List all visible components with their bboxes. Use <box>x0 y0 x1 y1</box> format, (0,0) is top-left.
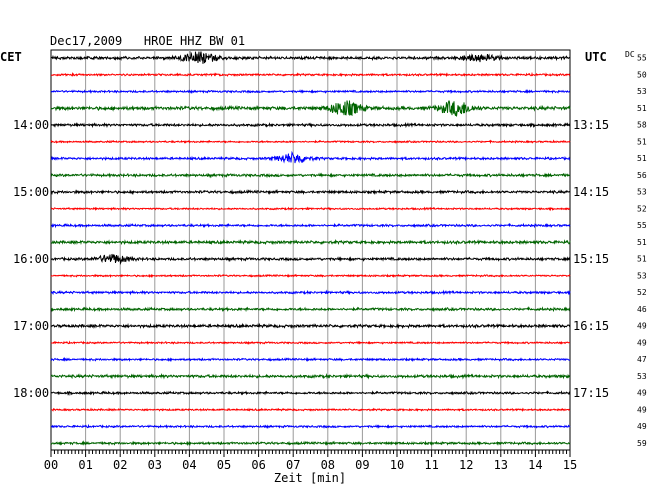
x-tick-label: 09 <box>355 458 369 472</box>
dc-column-label: DC <box>625 50 635 59</box>
right-time-label: 14:15 <box>573 185 609 199</box>
trace-line <box>50 99 571 117</box>
left-time-label: 17:00 <box>13 319 49 333</box>
dc-value: 53 <box>637 87 647 96</box>
trace-line <box>50 50 571 64</box>
dc-value: 59 <box>637 439 647 448</box>
left-time-label: 14:00 <box>13 118 49 132</box>
dc-value: 55 <box>637 221 647 230</box>
trace-line <box>50 150 571 164</box>
dc-value: 47 <box>637 355 647 364</box>
x-tick-label: 12 <box>459 458 473 472</box>
x-tick-label: 03 <box>148 458 162 472</box>
x-tick-label: 04 <box>182 458 196 472</box>
trace-line <box>50 322 571 330</box>
trace-line <box>50 273 571 279</box>
dc-value: 50 <box>637 70 647 79</box>
trace-line <box>50 390 571 397</box>
trace-line <box>50 172 571 179</box>
dc-value: 53 <box>637 188 647 197</box>
chart-title: Dec17,2009 HROE HHZ BW 01 <box>50 34 245 48</box>
x-tick-label: 14 <box>528 458 542 472</box>
x-tick-label: 05 <box>217 458 231 472</box>
trace-line <box>51 71 571 78</box>
dc-value: 51 <box>637 238 647 247</box>
dc-value: 49 <box>637 389 647 398</box>
trace-line <box>50 423 571 430</box>
left-timezone-label: CET <box>0 50 22 64</box>
x-tick-label: 10 <box>390 458 404 472</box>
x-tick-label: 13 <box>494 458 508 472</box>
dc-value: 49 <box>637 322 647 331</box>
dc-value: 49 <box>637 338 647 347</box>
plot-frame <box>50 49 571 451</box>
trace-line <box>50 121 571 129</box>
right-timezone-label: UTC <box>585 50 607 64</box>
dc-value: 51 <box>637 104 647 113</box>
x-axis-label: Zeit [min] <box>274 471 346 485</box>
time-labels: 55 50 53 51 58 51 51 56 53 52 55 51 51 53 52 46 49 49 47 53… <box>13 54 647 448</box>
dc-value: 53 <box>637 271 647 280</box>
dc-value: 49 <box>637 422 647 431</box>
trace-line <box>50 188 571 196</box>
x-tick-label: 15 <box>563 458 577 472</box>
dc-value: 56 <box>637 171 647 180</box>
trace-line <box>50 238 571 246</box>
left-time-label: 16:00 <box>13 252 49 266</box>
dc-value: 53 <box>637 372 647 381</box>
right-time-label: 15:15 <box>573 252 609 266</box>
x-axis: 00 01 02 03 04 05 06 07 08 09 10 11 12 13 14 15 <box>44 449 577 472</box>
left-time-label: 15:00 <box>13 185 49 199</box>
trace-line <box>50 340 571 345</box>
right-time-label: 16:15 <box>573 319 609 333</box>
dc-value: 51 <box>637 137 647 146</box>
dc-value: 52 <box>637 204 647 213</box>
trace-line <box>50 306 571 313</box>
trace-line <box>50 88 571 95</box>
trace-line <box>50 139 571 145</box>
x-tick-label: 02 <box>113 458 127 472</box>
left-time-label: 18:00 <box>13 386 49 400</box>
dc-value: 58 <box>637 121 647 130</box>
grid-lines <box>50 49 571 451</box>
trace-line <box>50 372 571 380</box>
traces <box>50 50 571 447</box>
dc-value: 46 <box>637 305 647 314</box>
trace-line <box>50 222 571 229</box>
x-tick-label: 06 <box>251 458 265 472</box>
trace-line <box>50 440 571 447</box>
trace-line <box>50 206 570 212</box>
dc-value: 49 <box>637 405 647 414</box>
dc-value: 55 <box>637 54 647 63</box>
trace-line <box>50 289 571 296</box>
dc-value: 52 <box>637 288 647 297</box>
x-tick-label: 11 <box>424 458 438 472</box>
trace-line <box>50 253 571 266</box>
trace-line <box>50 407 571 412</box>
right-time-label: 17:15 <box>573 386 609 400</box>
dc-value: 51 <box>637 255 647 264</box>
x-tick-label: 00 <box>44 458 58 472</box>
trace-line <box>50 356 571 363</box>
x-tick-label: 08 <box>321 458 335 472</box>
right-time-label: 13:15 <box>573 118 609 132</box>
dc-value: 51 <box>637 154 647 163</box>
x-tick-label: 07 <box>286 458 300 472</box>
x-tick-label: 01 <box>78 458 92 472</box>
